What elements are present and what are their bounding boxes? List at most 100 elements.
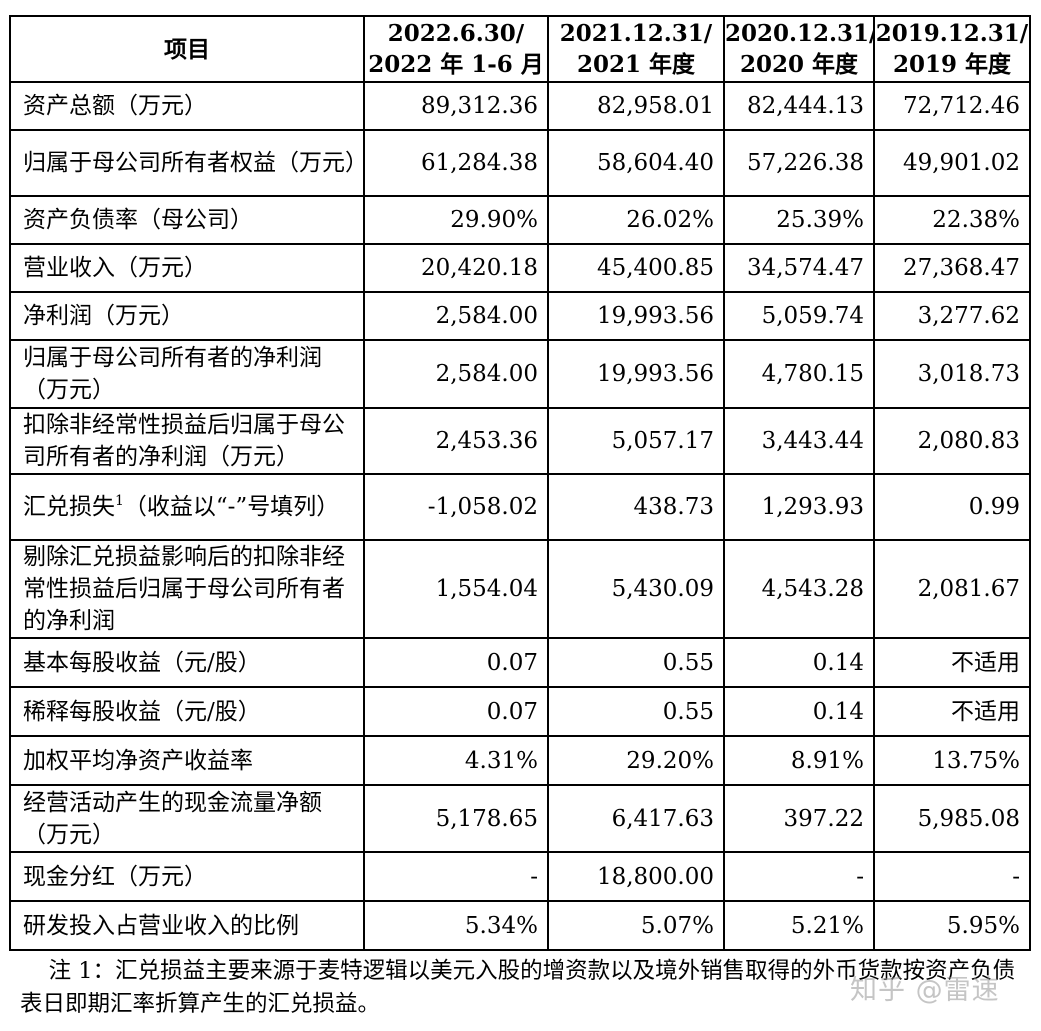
cell-2021: 5.07% [547, 900, 725, 951]
cell-2019: 不适用 [873, 637, 1031, 688]
cell-2021: 45,400.85 [547, 243, 725, 293]
cell-2022h1: 0.07 [363, 686, 549, 737]
footnote-marker: 1 [115, 493, 124, 509]
cell-2022h1: - [363, 851, 549, 902]
cell-2020: 1,293.93 [723, 473, 875, 541]
cell-2019: 3,277.62 [873, 291, 1031, 341]
table-row: 稀释每股收益（元/股） 0.07 0.55 0.14 不适用 [9, 686, 1031, 737]
cell-2020: 5,059.74 [723, 291, 875, 341]
cell-2022h1: 61,284.38 [363, 129, 549, 197]
cell-2020: 8.91% [723, 735, 875, 786]
cell-2020: 4,780.15 [723, 339, 875, 409]
table-row: 经营活动产生的现金流量净额（万元） 5,178.65 6,417.63 397.… [9, 784, 1031, 853]
cell-2020: 3,443.44 [723, 407, 875, 475]
cell-2022h1: 4.31% [363, 735, 549, 786]
table-row: 净利润（万元） 2,584.00 19,993.56 5,059.74 3,27… [9, 291, 1031, 341]
cell-2021: 6,417.63 [547, 784, 725, 853]
table-row: 营业收入（万元） 20,420.18 45,400.85 34,574.47 2… [9, 243, 1031, 293]
cell-2022h1: 29.90% [363, 195, 549, 245]
cell-2022h1: 0.07 [363, 637, 549, 688]
table-row: 剔除汇兑损益影响后的扣除非经常性损益后归属于母公司所有者的净利润 1,554.0… [9, 539, 1031, 639]
header-item: 项目 [9, 15, 365, 83]
row-label: 净利润（万元） [9, 291, 365, 341]
cell-2021: 19,993.56 [547, 291, 725, 341]
row-label: 归属于母公司所有者权益（万元） [9, 129, 365, 197]
cell-2022h1: 2,584.00 [363, 291, 549, 341]
table-footnote: 注 1：汇兑损益主要来源于麦特逻辑以美元入股的增资款以及境外销售取得的外币货款按… [20, 958, 1016, 1017]
cell-2022h1: 20,420.18 [363, 243, 549, 293]
cell-2021: 19,993.56 [547, 339, 725, 409]
cell-2022h1: 1,554.04 [363, 539, 549, 639]
header-2020: 2020.12.31/2020 年度 [723, 15, 875, 83]
header-2021: 2021.12.31/2021 年度 [547, 15, 725, 83]
row-label: 研发投入占营业收入的比例 [9, 900, 365, 951]
cell-2021: 0.55 [547, 637, 725, 688]
cell-2021: 18,800.00 [547, 851, 725, 902]
table-row: 扣除非经常性损益后归属于母公司所有者的净利润（万元） 2,453.36 5,05… [9, 407, 1031, 475]
cell-2021: 82,958.01 [547, 81, 725, 131]
row-label: 剔除汇兑损益影响后的扣除非经常性损益后归属于母公司所有者的净利润 [9, 539, 365, 639]
cell-2021: 58,604.40 [547, 129, 725, 197]
row-label: 基本每股收益（元/股） [9, 637, 365, 688]
financial-data-table: 项目 2022.6.30/2022 年 1-6 月 2021.12.31/202… [9, 15, 1031, 951]
row-label-text: 汇兑损失 [23, 494, 115, 520]
cell-2020: 397.22 [723, 784, 875, 853]
row-label: 扣除非经常性损益后归属于母公司所有者的净利润（万元） [9, 407, 365, 475]
cell-2021: 26.02% [547, 195, 725, 245]
cell-2021: 0.55 [547, 686, 725, 737]
row-label: 现金分红（万元） [9, 851, 365, 902]
table-row: 基本每股收益（元/股） 0.07 0.55 0.14 不适用 [9, 637, 1031, 688]
cell-2022h1: 2,453.36 [363, 407, 549, 475]
row-label: 稀释每股收益（元/股） [9, 686, 365, 737]
table-row: 归属于母公司所有者的净利润（万元） 2,584.00 19,993.56 4,7… [9, 339, 1031, 409]
cell-2021: 5,057.17 [547, 407, 725, 475]
cell-2020: 25.39% [723, 195, 875, 245]
row-label: 营业收入（万元） [9, 243, 365, 293]
cell-2022h1: 5,178.65 [363, 784, 549, 853]
table-row: 汇兑损失1（收益以“-”号填列） -1,058.02 438.73 1,293.… [9, 473, 1031, 541]
table-row: 研发投入占营业收入的比例 5.34% 5.07% 5.21% 5.95% [9, 900, 1031, 951]
cell-2020: 57,226.38 [723, 129, 875, 197]
row-label: 资产总额（万元） [9, 81, 365, 131]
cell-2019: 3,018.73 [873, 339, 1031, 409]
row-label: 汇兑损失1（收益以“-”号填列） [9, 473, 365, 541]
cell-2021: 5,430.09 [547, 539, 725, 639]
cell-2020: 5.21% [723, 900, 875, 951]
cell-2020: 0.14 [723, 637, 875, 688]
row-label: 加权平均净资产收益率 [9, 735, 365, 786]
header-2019: 2019.12.31/2019 年度 [873, 15, 1031, 83]
row-label: 资产负债率（母公司） [9, 195, 365, 245]
cell-2022h1: 89,312.36 [363, 81, 549, 131]
cell-2021: 438.73 [547, 473, 725, 541]
cell-2019: 不适用 [873, 686, 1031, 737]
table-row: 加权平均净资产收益率 4.31% 29.20% 8.91% 13.75% [9, 735, 1031, 786]
zhihu-watermark: 知乎 @雷速 [850, 975, 1000, 1006]
cell-2022h1: 2,584.00 [363, 339, 549, 409]
cell-2019: 2,081.67 [873, 539, 1031, 639]
cell-2020: 0.14 [723, 686, 875, 737]
cell-2019: 13.75% [873, 735, 1031, 786]
cell-2020: 4,543.28 [723, 539, 875, 639]
header-2022h1: 2022.6.30/2022 年 1-6 月 [363, 15, 549, 83]
cell-2019: - [873, 851, 1031, 902]
table-row: 现金分红（万元） - 18,800.00 - - [9, 851, 1031, 902]
cell-2021: 29.20% [547, 735, 725, 786]
table-row: 资产总额（万元） 89,312.36 82,958.01 82,444.13 7… [9, 81, 1031, 131]
row-label-text: （收益以“-”号填列） [123, 494, 340, 520]
cell-2020: 34,574.47 [723, 243, 875, 293]
table-row: 归属于母公司所有者权益（万元） 61,284.38 58,604.40 57,2… [9, 129, 1031, 197]
row-label: 经营活动产生的现金流量净额（万元） [9, 784, 365, 853]
cell-2020: 82,444.13 [723, 81, 875, 131]
cell-2019: 49,901.02 [873, 129, 1031, 197]
cell-2019: 2,080.83 [873, 407, 1031, 475]
cell-2019: 22.38% [873, 195, 1031, 245]
cell-2022h1: -1,058.02 [363, 473, 549, 541]
cell-2019: 5.95% [873, 900, 1031, 951]
cell-2019: 27,368.47 [873, 243, 1031, 293]
cell-2019: 0.99 [873, 473, 1031, 541]
cell-2019: 72,712.46 [873, 81, 1031, 131]
table-row: 资产负债率（母公司） 29.90% 26.02% 25.39% 22.38% [9, 195, 1031, 245]
cell-2022h1: 5.34% [363, 900, 549, 951]
cell-2020: - [723, 851, 875, 902]
header-row: 项目 2022.6.30/2022 年 1-6 月 2021.12.31/202… [9, 15, 1031, 83]
